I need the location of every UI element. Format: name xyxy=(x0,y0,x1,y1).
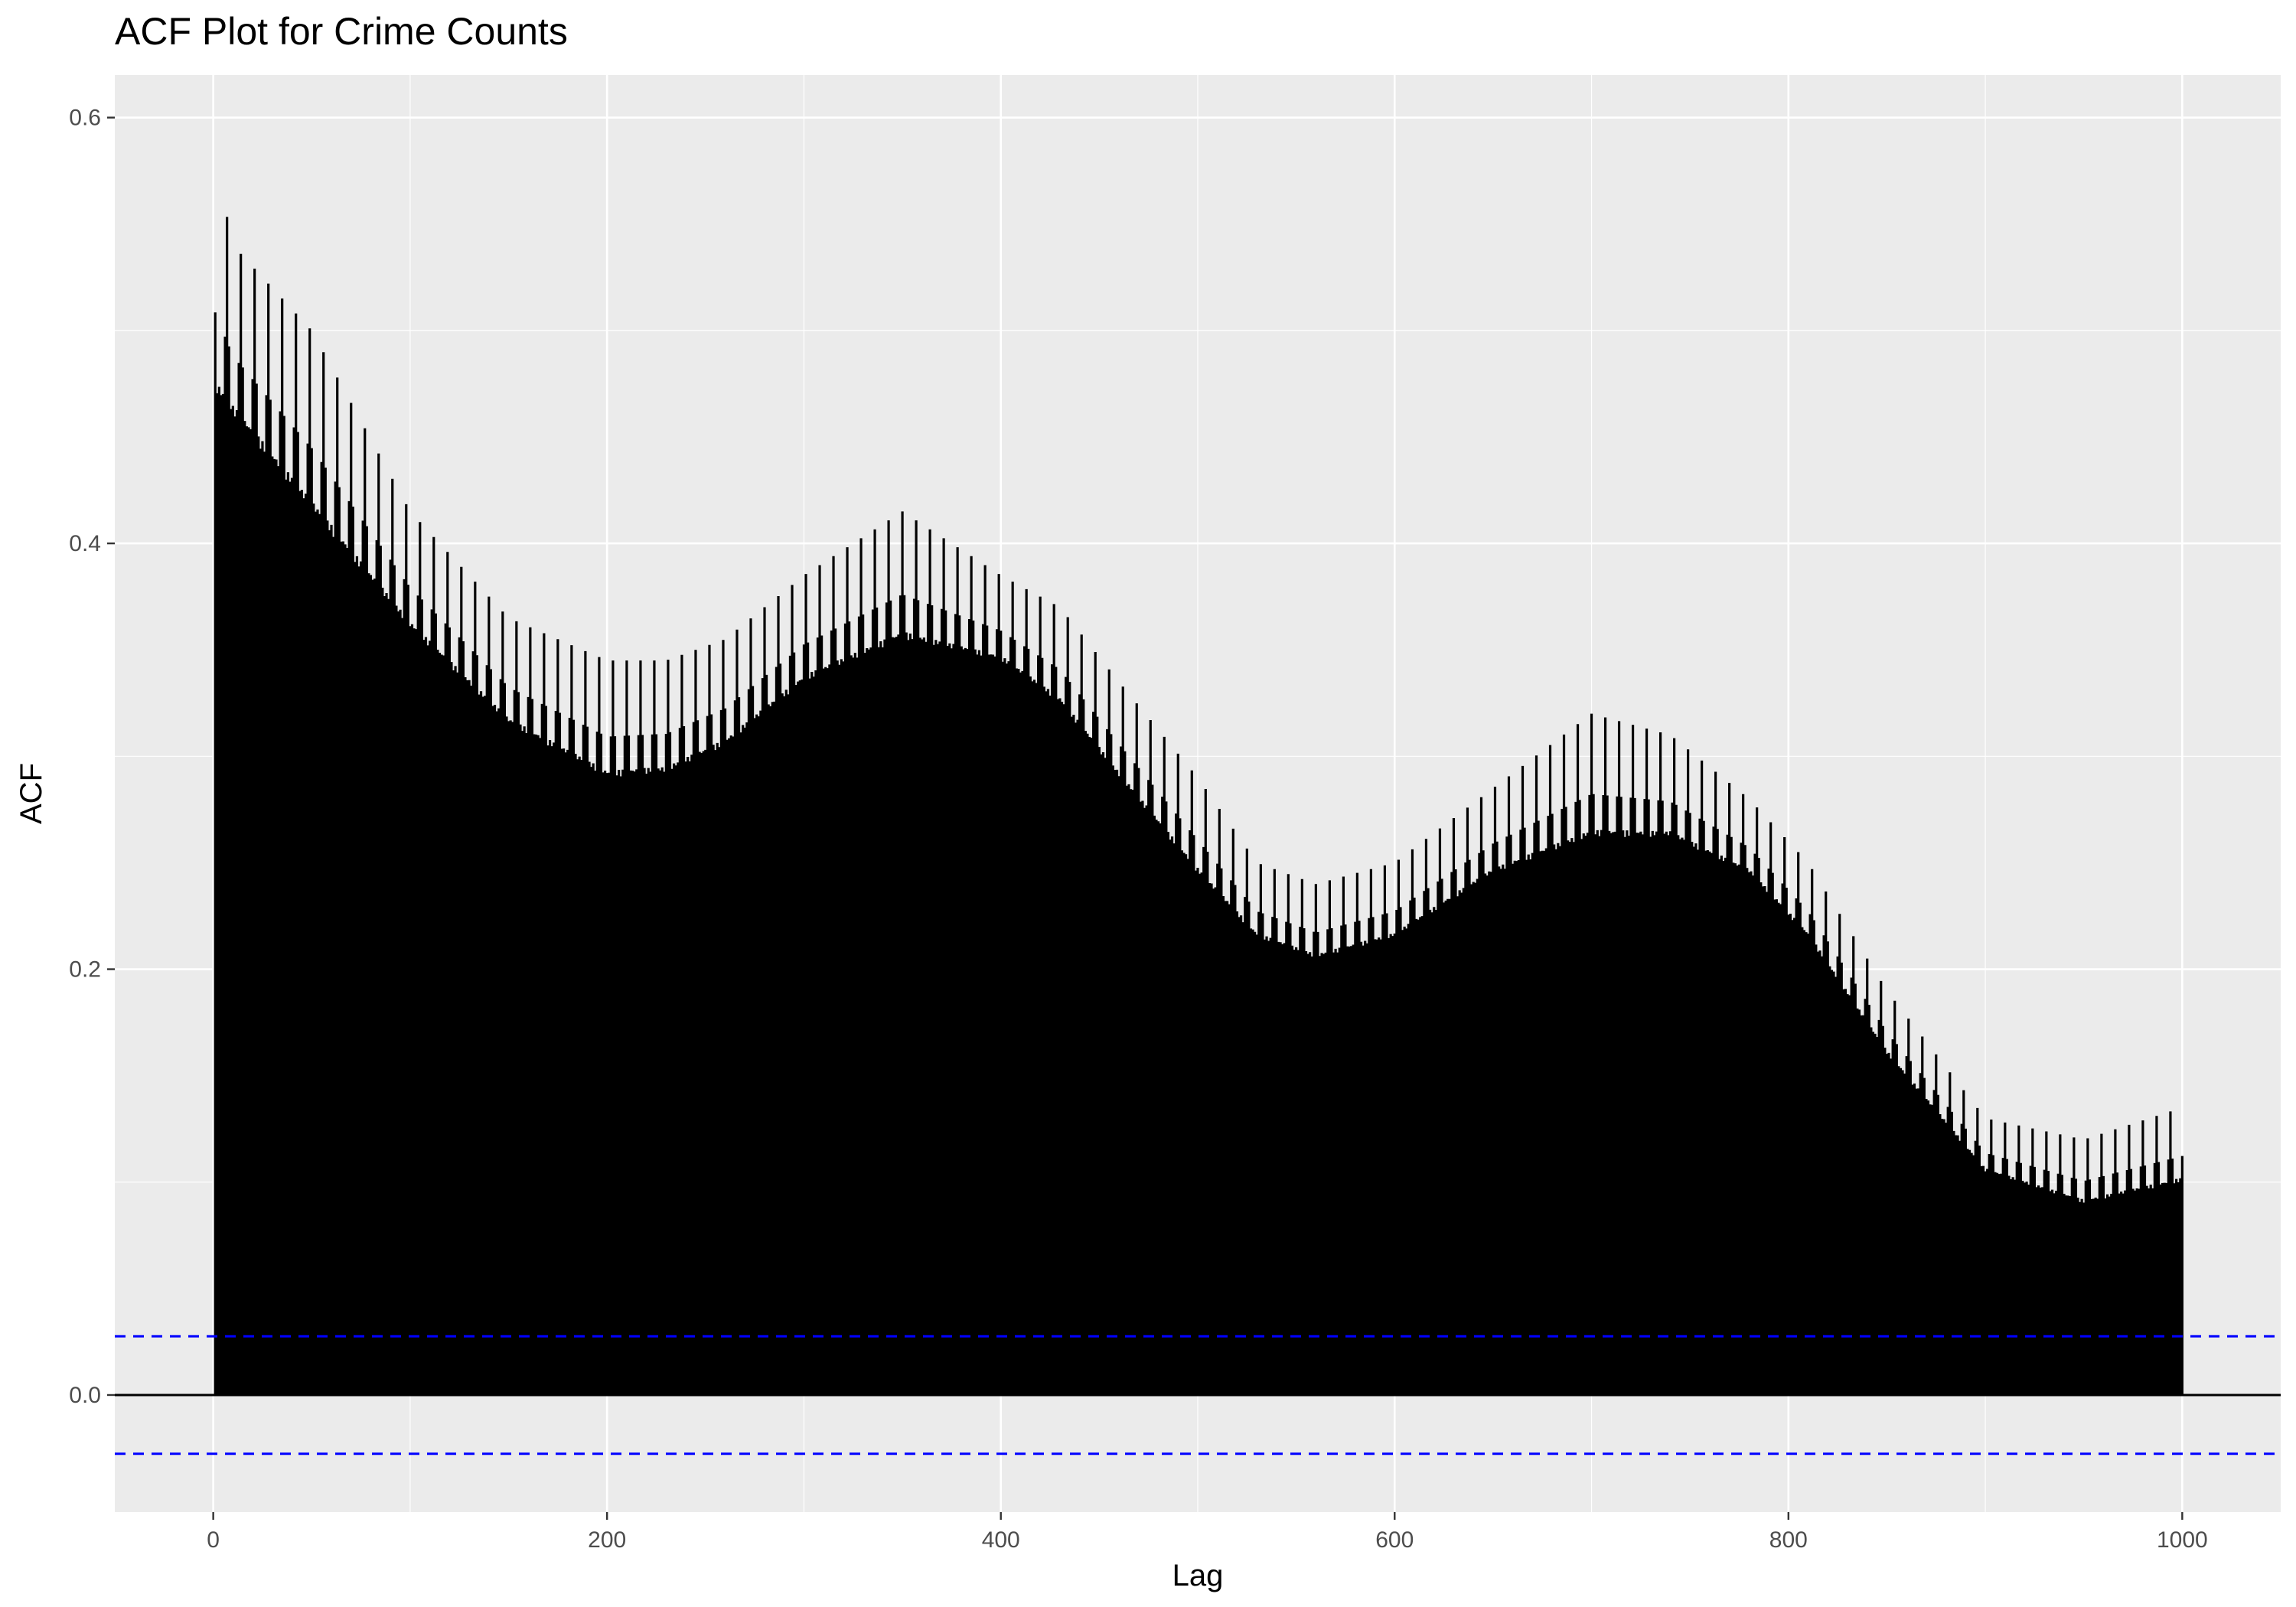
y-axis-label: ACF xyxy=(15,763,48,824)
x-tick-label: 0 xyxy=(207,1527,220,1553)
y-tick-label: 0.6 xyxy=(69,106,101,131)
y-tick-label: 0.2 xyxy=(69,957,101,983)
x-tick-label: 200 xyxy=(588,1527,626,1553)
x-axis: 0 200 400 600 800 1000 xyxy=(207,1512,2208,1553)
y-tick-label: 0.0 xyxy=(69,1383,101,1408)
y-tick-label: 0.4 xyxy=(69,531,101,556)
y-axis: 0.0 0.2 0.4 0.6 xyxy=(69,106,115,1408)
x-tick-label: 1000 xyxy=(2157,1527,2208,1553)
chart-title: ACF Plot for Crime Counts xyxy=(115,10,568,53)
x-tick-label: 600 xyxy=(1375,1527,1414,1553)
acf-bars xyxy=(115,217,2281,1397)
confidence-bounds xyxy=(115,1335,2281,1455)
x-axis-label: Lag xyxy=(1172,1559,1224,1592)
x-tick-label: 800 xyxy=(1769,1527,1808,1553)
x-tick-label: 400 xyxy=(982,1527,1020,1553)
